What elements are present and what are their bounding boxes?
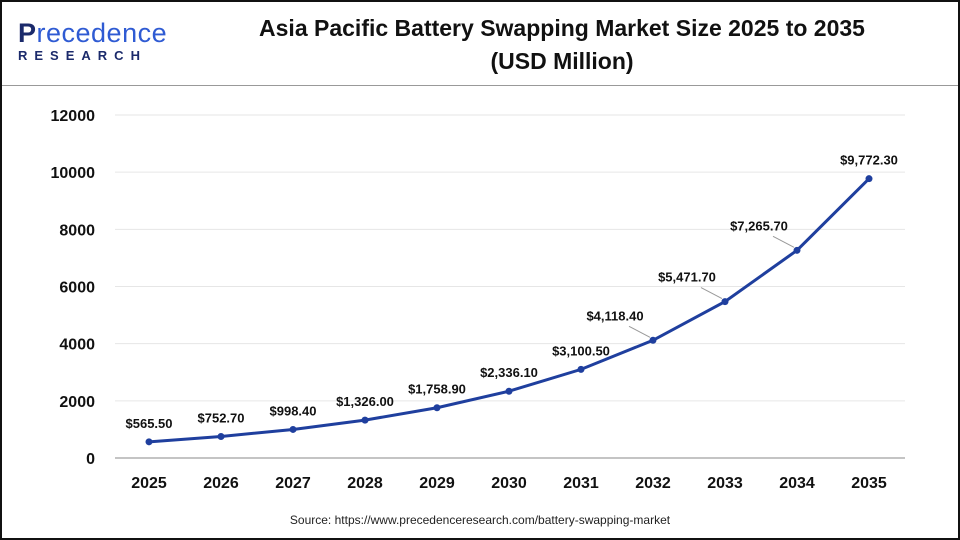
data-point — [145, 438, 153, 446]
title-line-1: Asia Pacific Battery Swapping Market Siz… — [259, 15, 865, 41]
title-line-2: (USD Million) — [490, 48, 634, 74]
data-point — [433, 404, 441, 412]
data-label: $1,758.90 — [408, 382, 466, 397]
x-tick-label: 2031 — [563, 475, 599, 492]
data-label: $752.70 — [198, 410, 245, 425]
data-label: $998.40 — [270, 403, 317, 418]
x-tick-label: 2026 — [203, 475, 239, 492]
data-point — [289, 425, 297, 433]
data-label: $2,336.10 — [480, 365, 538, 380]
logo-letter: P — [18, 18, 37, 48]
logo-subword: RESEARCH — [18, 48, 147, 63]
y-tick-label: 6000 — [59, 280, 95, 297]
data-label: $7,265.70 — [730, 218, 788, 233]
data-point — [361, 416, 369, 424]
data-label: $565.50 — [126, 416, 173, 431]
x-tick-label: 2029 — [419, 475, 455, 492]
data-point — [793, 246, 801, 254]
data-label: $5,471.70 — [658, 270, 716, 285]
x-tick-label: 2030 — [491, 475, 527, 492]
y-tick-label: 8000 — [59, 222, 95, 239]
data-label: $3,100.50 — [552, 343, 610, 358]
data-point — [577, 365, 585, 373]
y-tick-label: 2000 — [59, 394, 95, 411]
data-point — [865, 175, 873, 183]
source-text: Source: https://www.precedenceresearch.c… — [289, 513, 671, 527]
data-point — [217, 432, 225, 440]
header: Precedence RESEARCH Asia Pacific Battery… — [2, 2, 958, 86]
chart-title: Asia Pacific Battery Swapping Market Siz… — [202, 12, 922, 78]
precedence-research-logo: Precedence RESEARCH — [18, 18, 168, 64]
data-label: $1,326.00 — [336, 394, 394, 409]
x-tick-label: 2025 — [131, 475, 167, 492]
logo-word: recedence — [36, 18, 168, 48]
leader-line — [772, 235, 795, 248]
data-point — [505, 387, 513, 395]
y-tick-label: 0 — [86, 451, 95, 468]
x-tick-label: 2033 — [707, 475, 743, 492]
leader-line — [700, 287, 723, 300]
data-label: $4,118.40 — [586, 308, 643, 323]
data-label: $9,772.30 — [840, 153, 898, 168]
y-tick-label: 10000 — [51, 165, 96, 182]
x-tick-label: 2035 — [851, 475, 887, 492]
data-point — [649, 336, 657, 344]
y-tick-label: 12000 — [51, 108, 96, 125]
data-point — [721, 298, 729, 306]
x-tick-label: 2032 — [635, 475, 671, 492]
y-tick-label: 4000 — [59, 337, 95, 354]
x-tick-label: 2028 — [347, 475, 383, 492]
x-tick-label: 2027 — [275, 475, 311, 492]
x-tick-label: 2034 — [779, 475, 815, 492]
leader-line — [628, 325, 651, 338]
